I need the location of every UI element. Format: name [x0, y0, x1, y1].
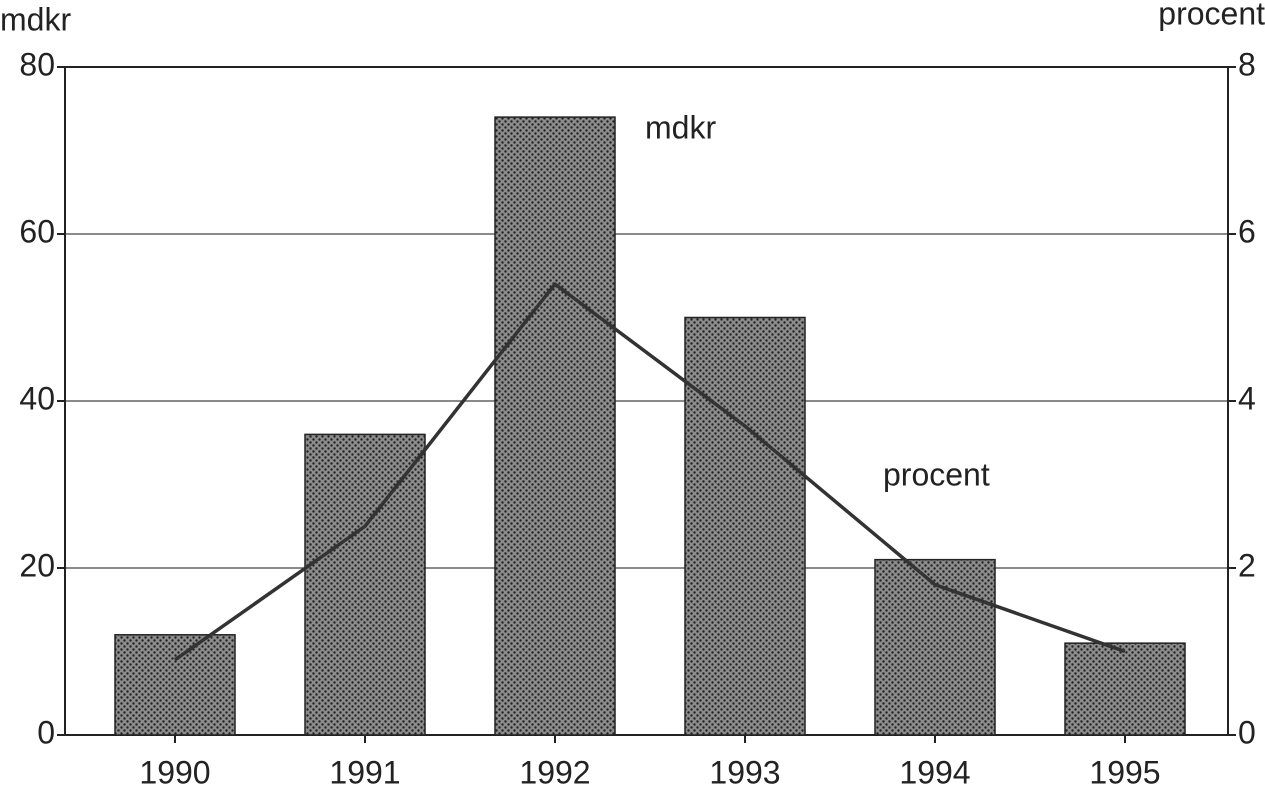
y-axis-title: mdkr	[0, 1, 71, 37]
y2-tick-label: 6	[1238, 213, 1256, 249]
line-annotation: procent	[883, 456, 990, 492]
y-tick-label: 60	[19, 213, 55, 249]
x-tick-label: 1995	[1089, 754, 1160, 790]
bar-annotation: mdkr	[645, 109, 716, 145]
y-tick-label: 20	[19, 547, 55, 583]
bar	[1064, 642, 1186, 736]
x-tick-label: 1991	[329, 754, 400, 790]
x-tick-label: 1992	[519, 754, 590, 790]
y-tick-label: 40	[19, 380, 55, 416]
y-tick-label: 0	[37, 714, 55, 750]
y2-tick-label: 4	[1238, 380, 1256, 416]
x-tick-label: 1993	[709, 754, 780, 790]
bar	[304, 433, 426, 736]
bar	[684, 316, 806, 736]
y2-axis-title: procent	[1158, 0, 1265, 31]
line	[173, 282, 1126, 662]
y2-tick-label: 2	[1238, 547, 1256, 583]
y2-tick-label: 8	[1238, 46, 1256, 82]
bar	[494, 116, 616, 736]
y2-tick-label: 0	[1238, 714, 1256, 750]
x-tick-label: 1990	[139, 754, 210, 790]
bar	[874, 558, 996, 736]
bar	[114, 634, 236, 736]
y-tick-label: 80	[19, 46, 55, 82]
plot-frame	[64, 66, 1229, 736]
x-tick-label: 1994	[899, 754, 970, 790]
